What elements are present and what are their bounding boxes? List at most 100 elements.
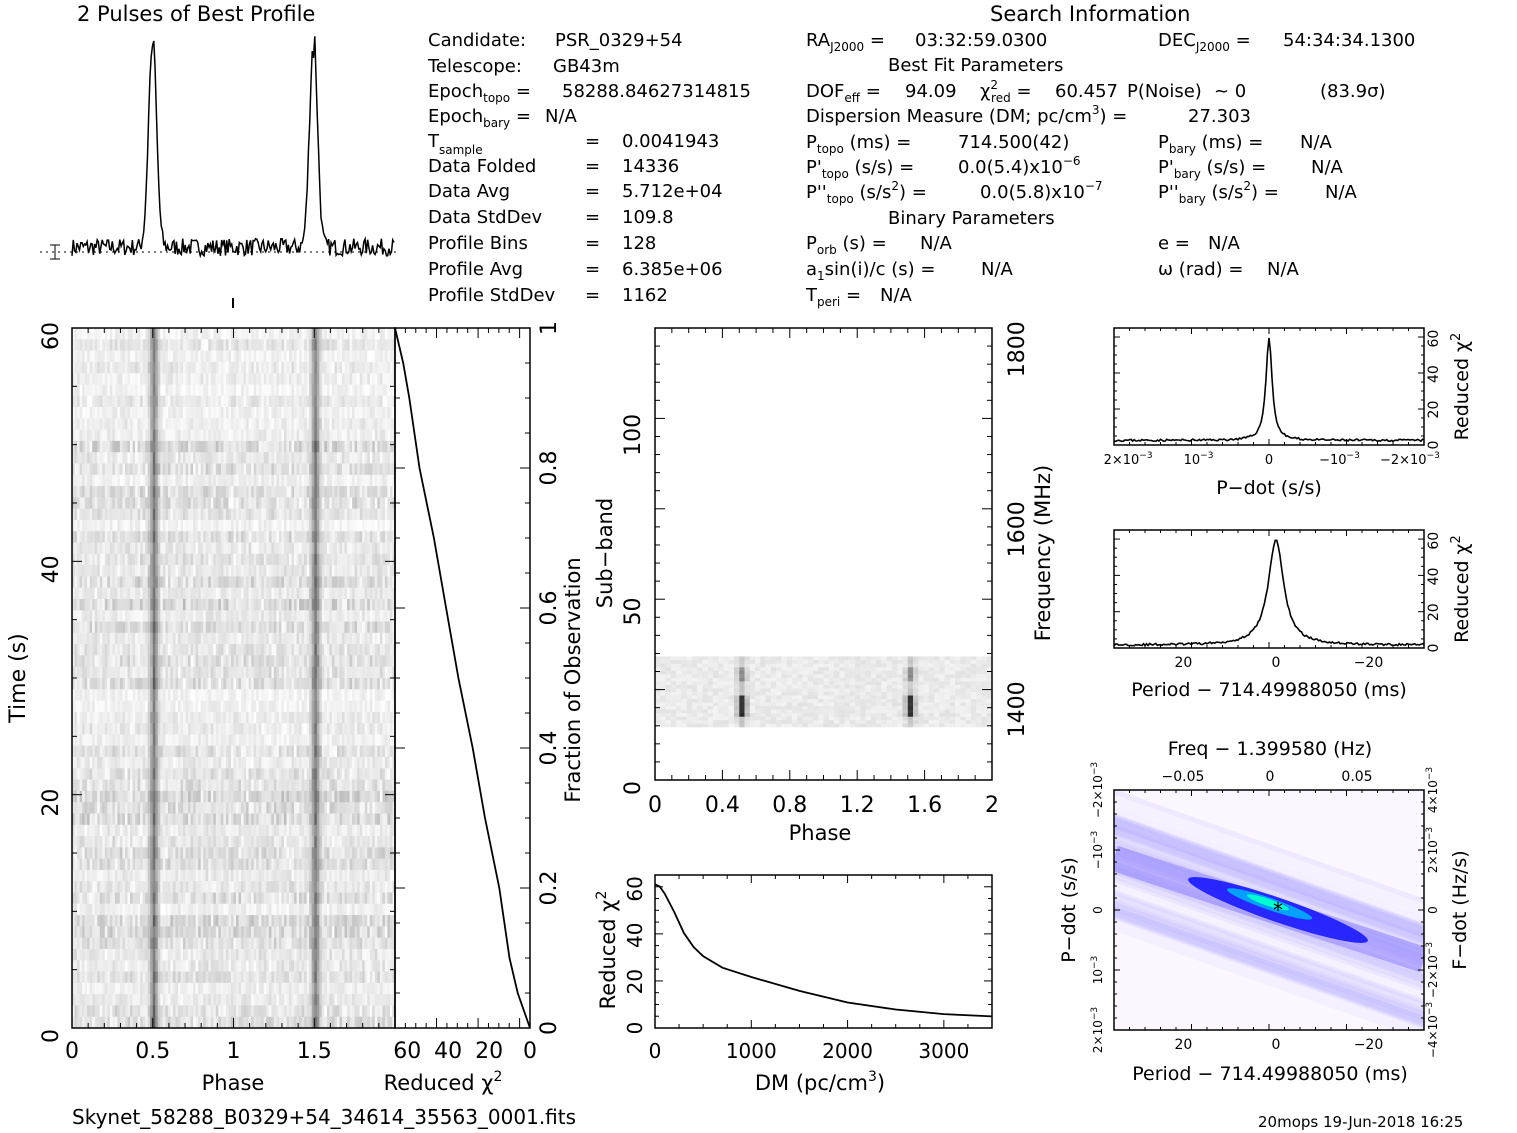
timephase-cell — [190, 678, 194, 690]
timephase-cell — [299, 723, 302, 735]
timephase-cell — [147, 407, 151, 419]
timephase-cell — [203, 361, 206, 374]
timephase-cell — [140, 689, 143, 701]
timephase-cell — [107, 632, 111, 645]
timephase-cell — [359, 395, 363, 408]
timephase-cell — [331, 350, 335, 363]
timephase-cell — [296, 350, 300, 363]
timephase-cell — [195, 361, 199, 374]
timephase-cell — [104, 384, 108, 397]
timephase-cell — [258, 632, 262, 645]
timephase-cell — [331, 678, 335, 690]
timephase-cell — [329, 610, 333, 622]
timephase-cell — [193, 734, 196, 747]
timephase-cell — [92, 711, 95, 724]
timephase-cell — [231, 440, 234, 453]
timephase-cell — [289, 508, 292, 521]
timephase-cell — [387, 587, 391, 600]
timephase-cell — [114, 678, 118, 690]
timephase-cell — [218, 407, 222, 419]
timephase-cell — [301, 395, 305, 408]
timephase-cell — [314, 632, 318, 645]
timephase-cell — [190, 711, 194, 724]
timephase-cell — [147, 666, 151, 679]
timephase-cell — [387, 632, 391, 645]
timephase-cell — [369, 734, 373, 747]
timephase-cell — [132, 576, 136, 588]
timephase-cell — [390, 632, 393, 645]
timephase-cell — [109, 350, 113, 363]
timephase-cell — [82, 621, 85, 634]
timephase-cell — [316, 610, 320, 622]
timephase-cell — [205, 644, 209, 656]
timephase-cell — [357, 734, 360, 747]
timephase-cell — [278, 678, 282, 690]
timephase-cell — [377, 723, 381, 735]
timephase-cell — [253, 508, 257, 521]
timephase-cell — [294, 655, 297, 667]
epoch-topo-label: Epochtopo = — [428, 81, 531, 105]
timephase-cell — [162, 508, 166, 521]
timephase-cell — [367, 361, 370, 374]
timephase-cell — [195, 734, 199, 747]
timephase-cell — [114, 542, 118, 555]
timephase-cell — [347, 655, 350, 667]
timephase-cell — [344, 395, 348, 408]
timephase-cell — [329, 734, 333, 747]
timephase-cell — [193, 587, 196, 600]
timephase-cell — [223, 429, 227, 442]
timephase-cell — [284, 350, 287, 363]
timephase-cell — [87, 508, 90, 521]
timephase-cell — [107, 610, 111, 622]
timephase-cell — [84, 373, 88, 385]
timephase-cell — [241, 328, 244, 340]
timephase-cell — [231, 689, 234, 701]
timephase-cell — [263, 452, 267, 464]
timephase-cell — [321, 474, 325, 487]
timephase-cell — [165, 734, 169, 747]
timephase-cell — [238, 486, 242, 498]
timephase-cell — [74, 350, 78, 363]
timephase-cell — [301, 361, 305, 374]
timephase-cell — [248, 407, 252, 419]
ptopo-label: Ptopo (ms) = — [806, 132, 911, 156]
timephase-cell — [258, 655, 262, 667]
timephase-cell — [246, 678, 249, 690]
timephase-cell — [263, 565, 267, 577]
timephase-cell — [289, 531, 292, 543]
timephase-cell — [132, 587, 136, 600]
timephase-cell — [362, 531, 365, 543]
timephase-cell — [94, 373, 98, 385]
timephase-cell — [369, 474, 373, 487]
timephase-cell — [266, 508, 270, 521]
timephase-cell — [339, 395, 343, 408]
timephase-cell — [132, 666, 136, 679]
timephase-cell — [82, 486, 85, 498]
timephase-cell — [233, 486, 237, 498]
timephase-cell — [314, 576, 318, 588]
timephase-cell — [357, 565, 360, 577]
timephase-cell — [253, 519, 257, 532]
timephase-cell — [372, 339, 376, 351]
timephase-cell — [72, 644, 75, 656]
timephase-cell — [321, 497, 325, 509]
timephase-cell — [107, 655, 111, 667]
timephase-cell — [170, 678, 174, 690]
timephase-cell — [97, 757, 100, 769]
ra-label: RAJ2000 = — [806, 30, 885, 54]
timephase-cell — [369, 711, 373, 724]
timephase-cell — [268, 531, 272, 543]
timephase-cell — [132, 610, 136, 622]
timephase-cell — [301, 418, 305, 430]
timephase-cell — [102, 610, 106, 622]
timephase-cell — [306, 587, 310, 600]
timephase-cell — [167, 678, 171, 690]
timephase-cell — [77, 723, 80, 735]
timephase-cell — [296, 452, 300, 464]
timephase-cell — [339, 463, 343, 476]
timephase-cell — [289, 576, 292, 588]
timephase-cell — [384, 666, 388, 679]
timephase-cell — [281, 553, 285, 566]
timephase-cell — [208, 587, 212, 600]
timephase-cell — [289, 700, 292, 713]
